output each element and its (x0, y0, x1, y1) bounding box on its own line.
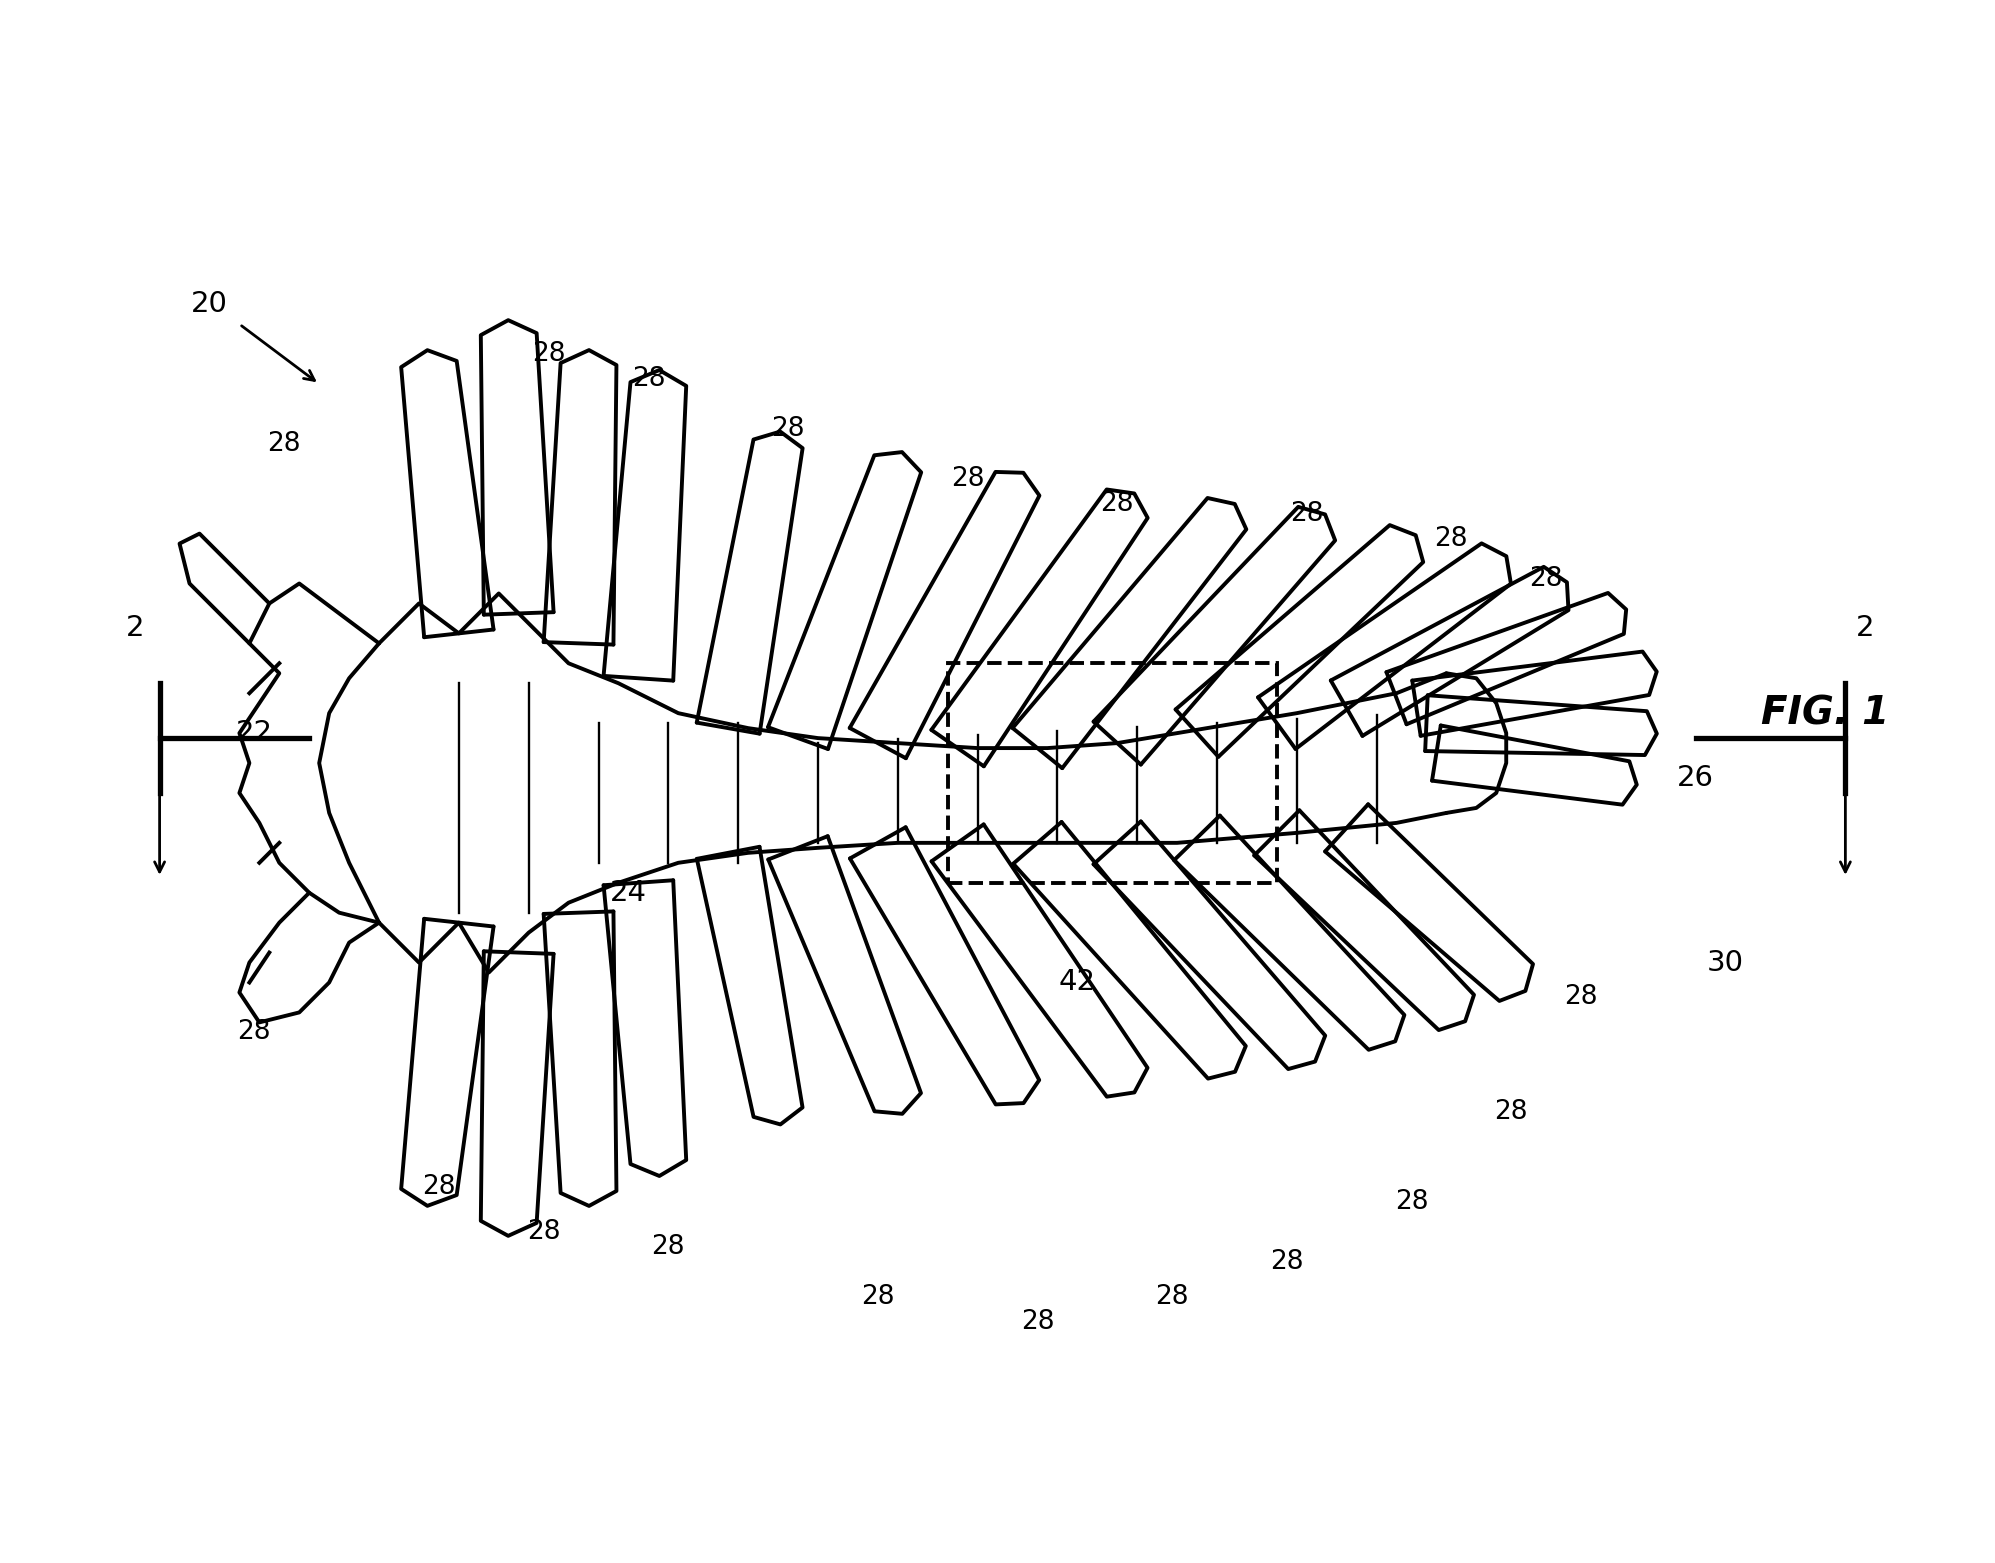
Text: 28: 28 (1564, 985, 1598, 1010)
Text: 22: 22 (235, 719, 273, 747)
Text: 28: 28 (1530, 566, 1562, 591)
Text: 28: 28 (1271, 1249, 1303, 1275)
Text: 42: 42 (1059, 969, 1095, 997)
Text: 20: 20 (192, 291, 227, 319)
Text: 28: 28 (652, 1233, 684, 1260)
Text: 28: 28 (952, 466, 984, 492)
Text: 2: 2 (1855, 614, 1875, 642)
Text: 28: 28 (423, 1174, 455, 1200)
Text: 28: 28 (862, 1283, 894, 1310)
Text: 28: 28 (1434, 525, 1468, 552)
Text: 2: 2 (126, 614, 144, 642)
Text: 28: 28 (267, 431, 301, 456)
Text: 28: 28 (533, 341, 565, 367)
Text: 30: 30 (1708, 949, 1744, 977)
Text: 28: 28 (1395, 1189, 1428, 1214)
Text: 24: 24 (610, 878, 646, 907)
Text: 26: 26 (1678, 764, 1714, 792)
Text: 28: 28 (527, 1219, 561, 1244)
Text: 28: 28 (1101, 491, 1133, 517)
Text: FIG. 1: FIG. 1 (1762, 694, 1889, 731)
Text: 28: 28 (1494, 1099, 1528, 1125)
Bar (948, 663, 1277, 883)
Text: 28: 28 (1291, 500, 1323, 527)
Text: 28: 28 (772, 416, 804, 442)
Text: 28: 28 (632, 366, 664, 392)
Text: 28: 28 (1021, 1308, 1053, 1335)
Text: 28: 28 (1155, 1283, 1189, 1310)
Text: 28: 28 (237, 1019, 271, 1046)
